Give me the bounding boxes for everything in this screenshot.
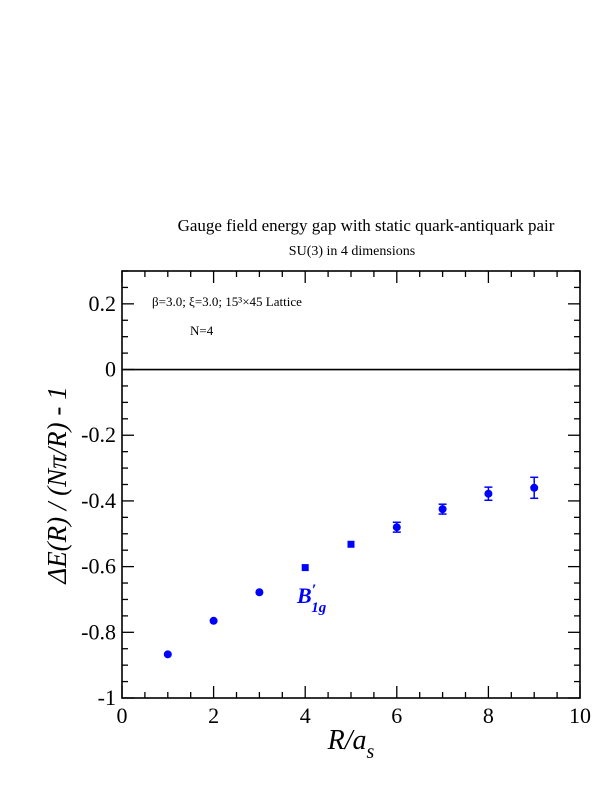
data-point <box>347 540 355 548</box>
ticks-layer <box>121 270 581 699</box>
y-tick-label: 0.2 <box>89 291 117 316</box>
y-tick-label: -0.8 <box>81 619 116 644</box>
point-marker-square <box>301 564 309 572</box>
point-marker-circle <box>209 616 218 625</box>
data-point <box>392 521 401 533</box>
y-tick-label: 0 <box>105 357 116 382</box>
point-marker-circle <box>484 489 493 498</box>
annotation-lattice: β=3.0; ξ=3.0; 15³×45 Lattice <box>152 294 302 309</box>
data-point <box>530 476 539 500</box>
data-point <box>438 503 447 515</box>
data-point <box>209 616 218 625</box>
y-tick-label: -0.6 <box>81 554 116 579</box>
data-point <box>163 650 172 659</box>
data-point <box>301 564 309 572</box>
plot-frame <box>121 270 581 699</box>
point-marker-circle <box>392 523 401 532</box>
series-label-b1g: B′ 1g <box>296 582 327 616</box>
point-marker-circle <box>438 505 447 514</box>
y-tick-label: -1 <box>98 685 116 710</box>
plot-area <box>121 270 581 699</box>
marks-layer <box>163 476 539 659</box>
data-point <box>255 588 264 597</box>
x-tick-label: 2 <box>208 703 219 728</box>
x-tick-label: 0 <box>117 703 128 728</box>
point-marker-circle <box>255 588 264 597</box>
x-tick-labels: 0 2 4 6 8 10 <box>117 703 592 728</box>
y-axis-label: ΔE(R) / (Nπ/R) - 1 <box>42 386 72 584</box>
point-marker-square <box>347 540 355 548</box>
point-marker-circle <box>530 483 539 492</box>
y-tick-label: -0.2 <box>81 422 116 447</box>
point-marker-circle <box>163 650 172 659</box>
x-tick-label: 10 <box>569 703 591 728</box>
x-tick-label: 6 <box>391 703 402 728</box>
x-tick-label: 8 <box>483 703 494 728</box>
x-tick-label: 4 <box>300 703 311 728</box>
y-tick-label: -0.4 <box>81 488 116 513</box>
x-axis-label: R/as <box>327 725 375 763</box>
chart-subtitle: SU(3) in 4 dimensions <box>289 244 415 259</box>
data-point <box>484 486 493 502</box>
y-tick-labels: -1 -0.8 -0.6 -0.4 -0.2 0 0.2 <box>81 291 116 710</box>
annotation-n: N=4 <box>190 323 214 338</box>
chart-title: Gauge field energy gap with static quark… <box>178 216 555 235</box>
